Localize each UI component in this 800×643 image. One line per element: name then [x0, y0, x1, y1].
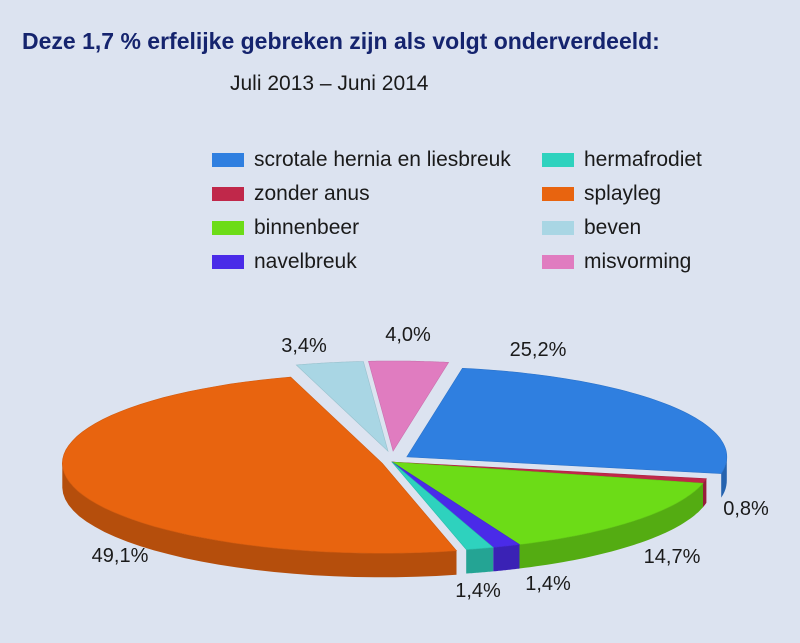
pie-side-scrotale-hernia-en-liesbreuk: [721, 455, 727, 498]
legend-item-binnenbeer: binnenbeer: [212, 214, 359, 242]
pie-side-navelbreuk: [493, 544, 520, 572]
legend-item-splayleg: splayleg: [542, 180, 661, 208]
chart-title: Deze 1,7 % erfelijke gebreken zijn als v…: [22, 28, 660, 54]
legend-swatch: [542, 187, 574, 201]
slice-value-label-splayleg: 49,1%: [92, 545, 149, 567]
pie-slice-beven: [295, 361, 389, 453]
slice-value-label-misvorming: 4,0%: [385, 324, 431, 346]
legend-item-hermafrodiet: hermafrodiet: [542, 146, 702, 174]
pie-side-hermafrodiet: [466, 547, 494, 574]
legend-label: beven: [584, 216, 642, 239]
pie-slice-splayleg: [61, 376, 458, 554]
legend-item-beven: beven: [542, 214, 641, 242]
pie-slice-navelbreuk: [391, 461, 521, 548]
legend-swatch: [542, 255, 574, 269]
legend-label: zonder anus: [254, 182, 370, 205]
legend-label: navelbreuk: [254, 250, 357, 273]
legend-label: scrotale hernia en liesbreuk: [254, 148, 511, 171]
legend-swatch: [212, 221, 244, 235]
legend-item-zonder-anus: zonder anus: [212, 180, 370, 208]
pie-sides: [62, 455, 727, 578]
pie-slice-misvorming: [368, 360, 450, 452]
pie-side-zonder-anus: [703, 478, 707, 508]
legend-swatch: [212, 187, 244, 201]
legend-label: hermafrodiet: [584, 148, 702, 171]
legend-item-scrotale-hernia: scrotale hernia en liesbreuk: [212, 146, 511, 174]
slice-value-label-scrotale-hernia-en-liesbreuk: 25,2%: [510, 339, 567, 361]
legend-swatch: [212, 153, 244, 167]
legend-item-misvorming: misvorming: [542, 248, 691, 276]
slice-value-label-zonder-anus: 0,8%: [723, 498, 769, 520]
legend-label: splayleg: [584, 182, 662, 205]
pie-side-binnenbeer: [519, 483, 703, 569]
legend: scrotale hernia en liesbreuk zonder anus…: [212, 146, 732, 286]
legend-label: binnenbeer: [254, 216, 360, 239]
legend-swatch: [542, 221, 574, 235]
pie-slice-hermafrodiet: [391, 461, 495, 550]
pie-value-labels: 25,2% 0,8% 14,7% 1,4% 1,4% 49,1% 3,4% 4,0%: [92, 324, 769, 602]
legend-label: misvorming: [584, 250, 692, 273]
pie-slice-binnenbeer: [390, 461, 704, 545]
pie-slice-scrotale-hernia-en-liesbreuk: [406, 367, 728, 474]
legend-swatch: [542, 153, 574, 167]
slice-value-label-navelbreuk: 1,4%: [525, 573, 571, 595]
chart-subtitle: Juli 2013 – Juni 2014: [230, 72, 429, 95]
slice-value-label-beven: 3,4%: [281, 335, 327, 357]
legend-item-navelbreuk: navelbreuk: [212, 248, 357, 276]
legend-swatch: [212, 255, 244, 269]
pie-tops: [61, 360, 728, 554]
pie-side-splayleg: [62, 463, 457, 578]
slice-value-label-binnenbeer: 14,7%: [644, 546, 701, 568]
slice-value-label-hermafrodiet: 1,4%: [455, 580, 501, 602]
